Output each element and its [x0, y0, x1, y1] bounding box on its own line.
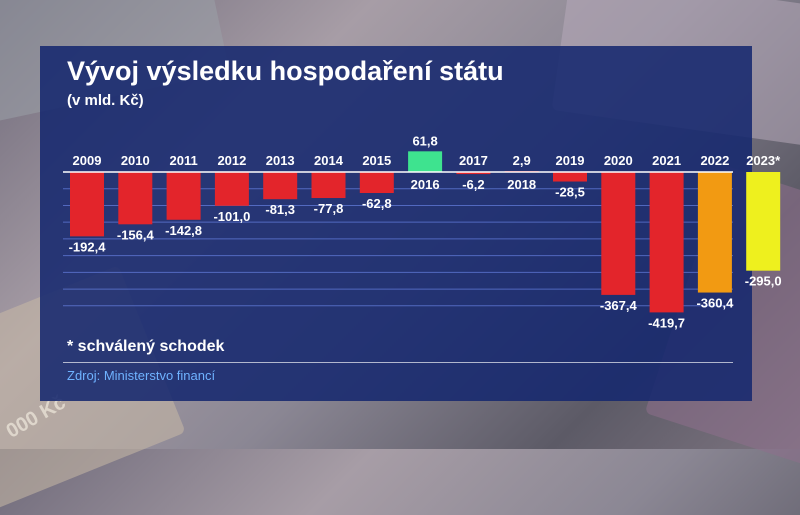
chart-title: Vývoj výsledku hospodaření státu [67, 56, 504, 86]
data-label: 61,8 [412, 133, 437, 148]
data-label: -81,3 [265, 202, 295, 217]
data-label: -295,0 [745, 274, 782, 289]
x-tick-label: 2020 [604, 153, 633, 168]
data-label: 2,9 [513, 153, 531, 168]
bar [408, 151, 443, 172]
bar [214, 172, 249, 206]
data-label: -192,4 [69, 239, 107, 254]
bar [359, 172, 394, 194]
data-label: -142,8 [165, 223, 202, 238]
data-label: -156,4 [117, 227, 155, 242]
x-tick-label: 2014 [314, 153, 344, 168]
x-tick-label: 2016 [411, 177, 440, 192]
x-tick-label: 2018 [507, 177, 536, 192]
bar [456, 172, 491, 175]
x-tick-label: 2013 [266, 153, 295, 168]
data-label: -101,0 [213, 209, 250, 224]
data-label: -77,8 [314, 201, 344, 216]
x-tick-label: 2022 [700, 153, 729, 168]
bar [553, 172, 587, 182]
x-tick-label: 2009 [73, 153, 102, 168]
data-label: -62,8 [362, 196, 392, 211]
x-tick-label: 2011 [169, 153, 197, 168]
footnote: * schválený schodek [67, 338, 225, 355]
bar [166, 172, 201, 220]
bar [697, 172, 732, 293]
bar [263, 172, 298, 200]
x-tick-label: 2019 [556, 153, 585, 168]
source-text: Zdroj: Ministerstvo financí [67, 368, 216, 383]
data-label: -360,4 [696, 296, 734, 311]
x-tick-label: 2015 [362, 153, 391, 168]
data-label: -367,4 [600, 298, 638, 313]
x-tick-label: 2021 [652, 153, 681, 168]
x-tick-label: 2017 [459, 153, 488, 168]
bar [746, 172, 781, 271]
x-tick-label: 2010 [121, 153, 150, 168]
bar [649, 172, 684, 313]
data-label: -6,2 [462, 177, 484, 192]
data-label: -419,7 [648, 315, 685, 330]
data-label: -28,5 [555, 185, 585, 200]
bar [118, 172, 153, 225]
x-tick-label: 2023* [746, 153, 781, 168]
bar [601, 172, 636, 295]
bar-chart: 2009 -192,4 2010 -156,4 2011 -142,8 2012 -101,0… [63, 133, 782, 330]
separator-line [63, 362, 733, 363]
x-tick-label: 2012 [217, 153, 246, 168]
bar [311, 172, 346, 199]
chart-subtitle: (v mld. Kč) [67, 92, 144, 109]
bar [70, 172, 104, 237]
